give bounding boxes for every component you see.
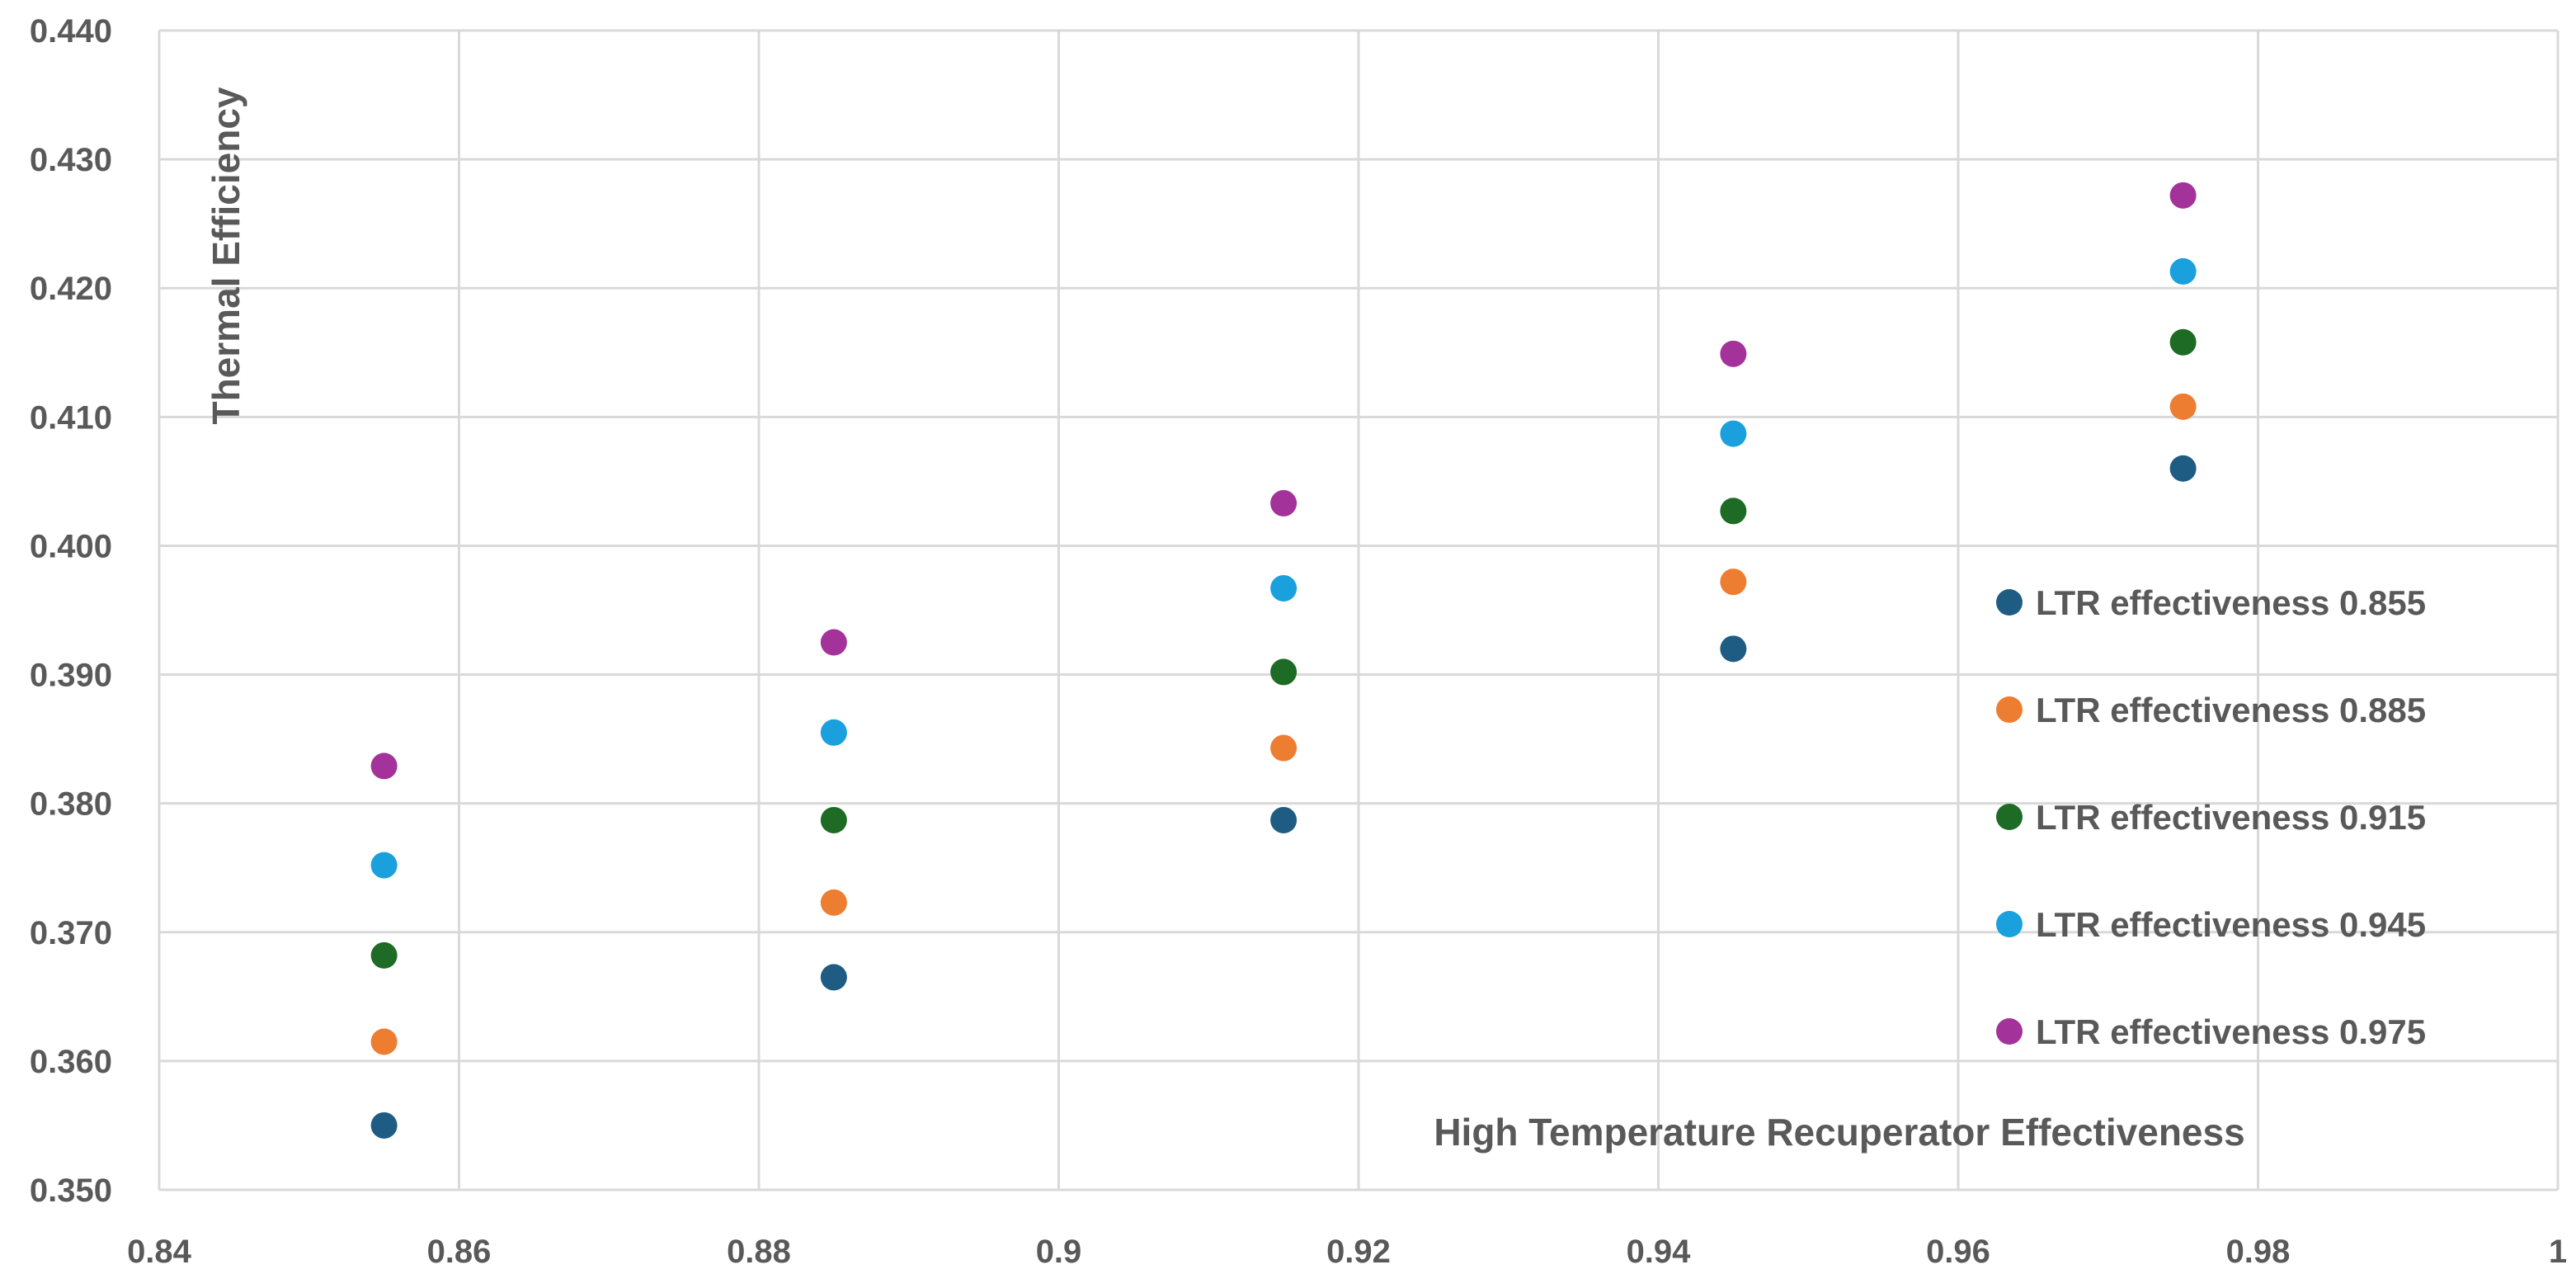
series-3 [370, 328, 2197, 969]
legend-item: LTR effectiveness 0.885 [1996, 691, 2426, 729]
series-1 [370, 455, 2197, 1139]
data-point [820, 964, 847, 991]
data-point [2169, 182, 2197, 209]
y-tick-label: 0.360 [30, 1044, 112, 1080]
x-tick-label: 0.9 [1036, 1234, 1082, 1270]
series-2 [370, 393, 2197, 1055]
legend-label: LTR effectiveness 0.855 [2036, 583, 2426, 622]
data-point [2169, 257, 2197, 285]
data-point [2169, 455, 2197, 482]
legend-item: LTR effectiveness 0.915 [1996, 798, 2426, 837]
x-axis-title: High Temperature Recuperator Effectivene… [1434, 1111, 2244, 1154]
legend-item: LTR effectiveness 0.975 [1996, 1012, 2426, 1051]
y-tick-label: 0.400 [30, 528, 112, 564]
x-tick-label: 0.86 [427, 1234, 492, 1270]
legend-label: LTR effectiveness 0.945 [2036, 905, 2426, 944]
data-point [370, 1111, 398, 1139]
data-point [1270, 489, 1297, 517]
data-point [1270, 574, 1297, 602]
series-5 [370, 182, 2197, 780]
x-tick-label: 1 [2549, 1234, 2567, 1270]
x-tick-label: 0.96 [1926, 1234, 1990, 1270]
legend-marker [1996, 804, 2023, 830]
data-point [820, 719, 847, 746]
legend-item: LTR effectiveness 0.945 [1996, 905, 2426, 944]
legend-item: LTR effectiveness 0.855 [1996, 583, 2426, 622]
legend-marker [1996, 911, 2023, 937]
data-point [820, 889, 847, 916]
x-tick-label: 0.88 [727, 1234, 791, 1270]
grid-lines [158, 29, 2560, 1191]
data-point [820, 629, 847, 656]
legend-marker [1996, 1018, 2023, 1045]
y-axis-ticks: 0.350 0.360 0.370 0.380 0.390 0.400 0.410 0.420… [30, 13, 112, 1209]
x-tick-label: 0.84 [127, 1234, 192, 1270]
y-tick-label: 0.410 [30, 399, 112, 436]
x-axis-ticks: 0.84 0.86 0.88 0.9 0.92 0.94 0.96 0.98 1 [127, 1234, 2567, 1270]
data-point [1270, 734, 1297, 762]
x-tick-label: 0.98 [2226, 1234, 2291, 1270]
series-4 [370, 257, 2197, 879]
x-tick-label: 0.94 [1627, 1234, 1692, 1270]
data-point [1270, 658, 1297, 686]
y-tick-label: 0.420 [30, 271, 112, 307]
y-tick-label: 0.440 [30, 13, 112, 50]
data-point [1720, 420, 1747, 447]
legend-marker [1996, 696, 2023, 723]
data-point [1720, 340, 1747, 367]
legend: LTR effectiveness 0.855 LTR effectiveness… [1996, 583, 2426, 1051]
data-point [1720, 498, 1747, 525]
data-point [1270, 806, 1297, 833]
x-tick-label: 0.92 [1326, 1234, 1391, 1270]
y-tick-label: 0.350 [30, 1173, 112, 1209]
legend-label: LTR effectiveness 0.885 [2036, 691, 2426, 729]
y-tick-label: 0.390 [30, 658, 112, 694]
data-point [1720, 569, 1747, 596]
legend-label: LTR effectiveness 0.975 [2036, 1012, 2426, 1051]
data-point [370, 852, 398, 879]
data-points [370, 182, 2197, 1139]
legend-marker [1996, 589, 2023, 616]
data-point [1720, 635, 1747, 663]
y-tick-label: 0.370 [30, 915, 112, 951]
y-axis-title: Thermal Efficiency [205, 87, 247, 424]
data-point [820, 806, 847, 833]
data-point [2169, 393, 2197, 420]
data-point [370, 941, 398, 969]
data-point [2169, 328, 2197, 356]
data-point [370, 753, 398, 780]
legend-label: LTR effectiveness 0.915 [2036, 798, 2426, 837]
y-tick-label: 0.380 [30, 786, 112, 823]
y-tick-label: 0.430 [30, 142, 112, 178]
data-point [370, 1028, 398, 1055]
